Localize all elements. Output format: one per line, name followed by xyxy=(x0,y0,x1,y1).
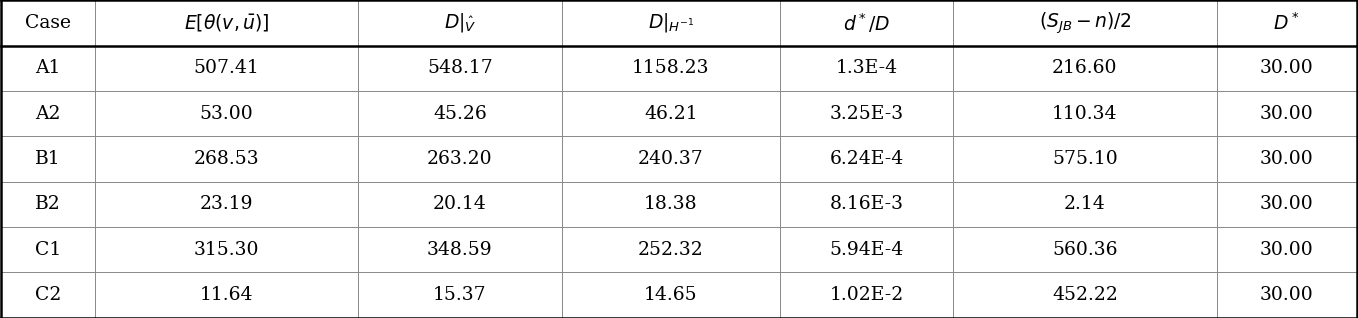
Text: 268.53: 268.53 xyxy=(194,150,259,168)
Text: 30.00: 30.00 xyxy=(1260,150,1313,168)
Text: 11.64: 11.64 xyxy=(200,286,253,304)
Text: 452.22: 452.22 xyxy=(1052,286,1118,304)
Text: 30.00: 30.00 xyxy=(1260,105,1313,123)
Text: 53.00: 53.00 xyxy=(200,105,254,123)
Text: 1158.23: 1158.23 xyxy=(631,59,709,77)
Text: $(S_{JB}-n)/2$: $(S_{JB}-n)/2$ xyxy=(1039,10,1131,36)
Text: $D|_{H^{-1}}$: $D|_{H^{-1}}$ xyxy=(648,11,694,34)
Text: 348.59: 348.59 xyxy=(426,241,493,259)
Text: 3.25E-3: 3.25E-3 xyxy=(830,105,903,123)
Text: 30.00: 30.00 xyxy=(1260,59,1313,77)
Text: 252.32: 252.32 xyxy=(638,241,703,259)
Text: $d^*/D$: $d^*/D$ xyxy=(843,11,891,35)
Text: 110.34: 110.34 xyxy=(1052,105,1118,123)
Text: C1: C1 xyxy=(35,241,61,259)
Text: 240.37: 240.37 xyxy=(638,150,703,168)
Text: 6.24E-4: 6.24E-4 xyxy=(830,150,903,168)
Text: 1.02E-2: 1.02E-2 xyxy=(830,286,903,304)
Text: 548.17: 548.17 xyxy=(426,59,493,77)
Text: 15.37: 15.37 xyxy=(433,286,486,304)
Text: 14.65: 14.65 xyxy=(644,286,698,304)
Text: $D^*$: $D^*$ xyxy=(1274,12,1300,34)
Text: $E[\theta(v,\bar{u})]$: $E[\theta(v,\bar{u})]$ xyxy=(183,12,269,33)
Text: 20.14: 20.14 xyxy=(433,195,486,213)
Text: 507.41: 507.41 xyxy=(194,59,259,77)
Text: 8.16E-3: 8.16E-3 xyxy=(830,195,903,213)
Text: B2: B2 xyxy=(35,195,61,213)
Text: 18.38: 18.38 xyxy=(644,195,698,213)
Text: A1: A1 xyxy=(35,59,61,77)
Text: 216.60: 216.60 xyxy=(1052,59,1118,77)
Text: 30.00: 30.00 xyxy=(1260,195,1313,213)
Text: 560.36: 560.36 xyxy=(1052,241,1118,259)
Text: A2: A2 xyxy=(35,105,61,123)
Text: Case: Case xyxy=(24,14,71,32)
Text: 30.00: 30.00 xyxy=(1260,241,1313,259)
Text: 23.19: 23.19 xyxy=(200,195,253,213)
Text: 315.30: 315.30 xyxy=(194,241,259,259)
Text: $D|_{\hat{V}}$: $D|_{\hat{V}}$ xyxy=(444,11,477,34)
Text: 575.10: 575.10 xyxy=(1052,150,1118,168)
Text: 46.21: 46.21 xyxy=(644,105,698,123)
Text: 263.20: 263.20 xyxy=(426,150,493,168)
Text: 30.00: 30.00 xyxy=(1260,286,1313,304)
Text: 1.3E-4: 1.3E-4 xyxy=(835,59,898,77)
Text: C2: C2 xyxy=(35,286,61,304)
Text: 5.94E-4: 5.94E-4 xyxy=(830,241,903,259)
Text: 45.26: 45.26 xyxy=(433,105,486,123)
Text: B1: B1 xyxy=(35,150,61,168)
Text: 2.14: 2.14 xyxy=(1063,195,1105,213)
